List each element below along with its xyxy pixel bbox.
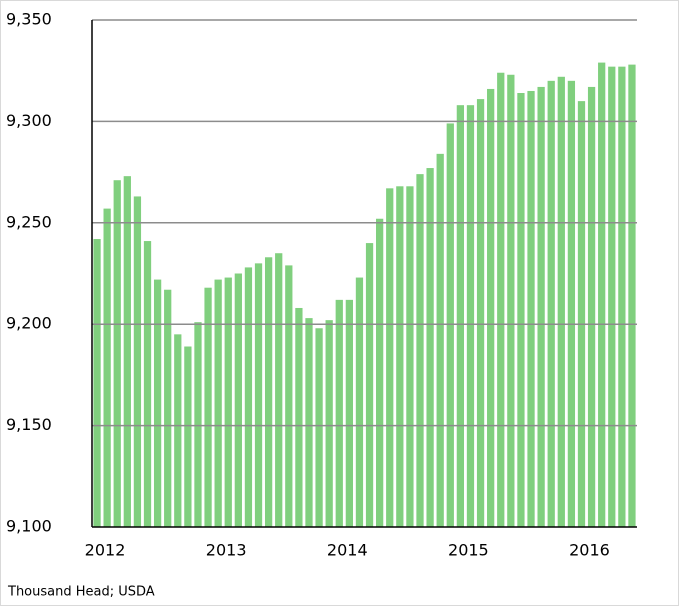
bar [153,279,162,527]
x-tick-label: 2012 [85,541,126,560]
y-tick-label: 9,250 [6,212,52,231]
bar [254,263,263,527]
bar [204,287,212,527]
bar [184,346,192,527]
y-tick-label: 9,350 [6,10,52,29]
bar [446,123,454,527]
x-tick-label: 2015 [448,541,489,560]
bar [547,80,555,527]
bar [598,62,606,527]
bar [497,72,505,527]
bar [517,93,525,528]
bar [224,277,232,527]
bar [113,180,121,527]
bar [285,265,293,527]
bar [234,273,242,527]
bar [537,86,545,527]
bar [587,86,596,527]
bar [295,307,303,527]
bar [527,90,535,527]
bar [264,257,273,527]
bar [618,66,626,528]
bar [456,105,465,528]
y-tick-label: 9,100 [6,517,52,536]
bar [416,174,424,528]
bar [325,320,333,527]
bar [466,105,475,528]
bar [275,253,283,527]
bar [608,66,616,528]
bar [194,322,202,527]
x-tick-label: 2013 [206,541,247,560]
bar [345,299,353,527]
bar [365,243,374,527]
bar [426,168,434,527]
bar [93,239,101,528]
bar [557,76,565,527]
bar [355,277,364,527]
bar [315,328,323,527]
bar [133,196,142,527]
x-tick-label: 2014 [327,541,368,560]
bar [567,80,576,527]
bar [577,101,586,528]
bar [436,153,444,527]
bar [103,208,111,527]
source-note: Thousand Head; USDA [7,585,155,600]
bar [174,334,182,527]
bar [376,218,384,527]
bar [305,318,313,527]
bar [244,267,253,527]
bar [628,64,636,527]
bar [214,279,222,527]
bar [123,176,131,527]
y-tick-label: 9,300 [6,111,52,130]
y-tick-label: 9,150 [6,415,52,434]
bar [386,188,394,527]
y-tick-label: 9,200 [6,314,52,333]
x-tick-label: 2016 [569,541,610,560]
bar [143,241,152,527]
bar [396,186,404,527]
bar [335,299,343,527]
bar [476,99,485,527]
bar [507,74,515,528]
bar [164,289,172,527]
bar [406,186,414,527]
bar [487,88,495,528]
